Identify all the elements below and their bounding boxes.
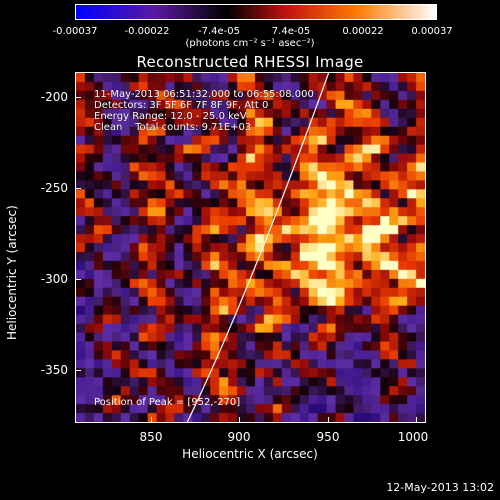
colorbar-tick-label: 0.00037 bbox=[411, 26, 453, 37]
image-title: Reconstructed RHESSI Image bbox=[136, 53, 364, 71]
image-plot: 11-May-2013 06:51:32.000 to 06:55:08.000… bbox=[75, 72, 426, 423]
solar-limb-line bbox=[186, 73, 330, 422]
detectors-text: Detectors: 3F 5F 6F 7F 8F 9F, Att 0 bbox=[94, 100, 269, 111]
colorbar-tick-label: -7.4e-05 bbox=[198, 26, 240, 37]
x-tick bbox=[151, 417, 152, 423]
x-axis-label: Heliocentric X (arcsec) bbox=[182, 447, 318, 461]
colorbar bbox=[75, 4, 437, 20]
x-tick-label: 1000 bbox=[397, 430, 429, 444]
colorbar-tick-label: -0.00037 bbox=[52, 26, 98, 37]
y-axis-label: Heliocentric Y (arcsec) bbox=[5, 205, 19, 340]
y-tick bbox=[75, 188, 81, 189]
timestamp: 12-May-2013 13:02 bbox=[386, 481, 494, 494]
peak-position-text: Position of Peak = [952,-270] bbox=[94, 397, 241, 408]
x-tick-label: 950 bbox=[316, 430, 340, 444]
y-tick bbox=[75, 370, 81, 371]
y-tick-label: -350 bbox=[40, 363, 68, 377]
x-tick-label: 900 bbox=[227, 430, 251, 444]
time-range-text: 11-May-2013 06:51:32.000 to 06:55:08.000 bbox=[94, 89, 314, 100]
colorbar-tick-label: 0.00022 bbox=[342, 26, 384, 37]
colorbar-tick-labels: -0.00037 -0.00022 -7.4e-05 7.4e-05 0.000… bbox=[0, 0, 500, 40]
y-tick-label: -300 bbox=[40, 272, 68, 286]
x-tick-label: 850 bbox=[139, 430, 163, 444]
x-tick bbox=[328, 417, 329, 423]
y-tick bbox=[75, 279, 81, 280]
colorbar-tick-label: -0.00022 bbox=[124, 26, 170, 37]
method-counts-text: Clean Total counts: 9.71E+03 bbox=[94, 122, 252, 133]
y-tick bbox=[75, 97, 81, 98]
flux-heatmap bbox=[76, 73, 425, 422]
energy-range-text: Energy Range: 12.0 - 25.0 keV bbox=[94, 111, 247, 122]
y-tick-label: -200 bbox=[40, 90, 68, 104]
x-tick bbox=[416, 417, 417, 423]
colorbar-units: (photons cm⁻² s⁻¹ asec⁻²) bbox=[185, 38, 315, 49]
y-tick-label: -250 bbox=[40, 181, 68, 195]
colorbar-tick-label: 7.4e-05 bbox=[271, 26, 311, 37]
x-tick bbox=[239, 417, 240, 423]
